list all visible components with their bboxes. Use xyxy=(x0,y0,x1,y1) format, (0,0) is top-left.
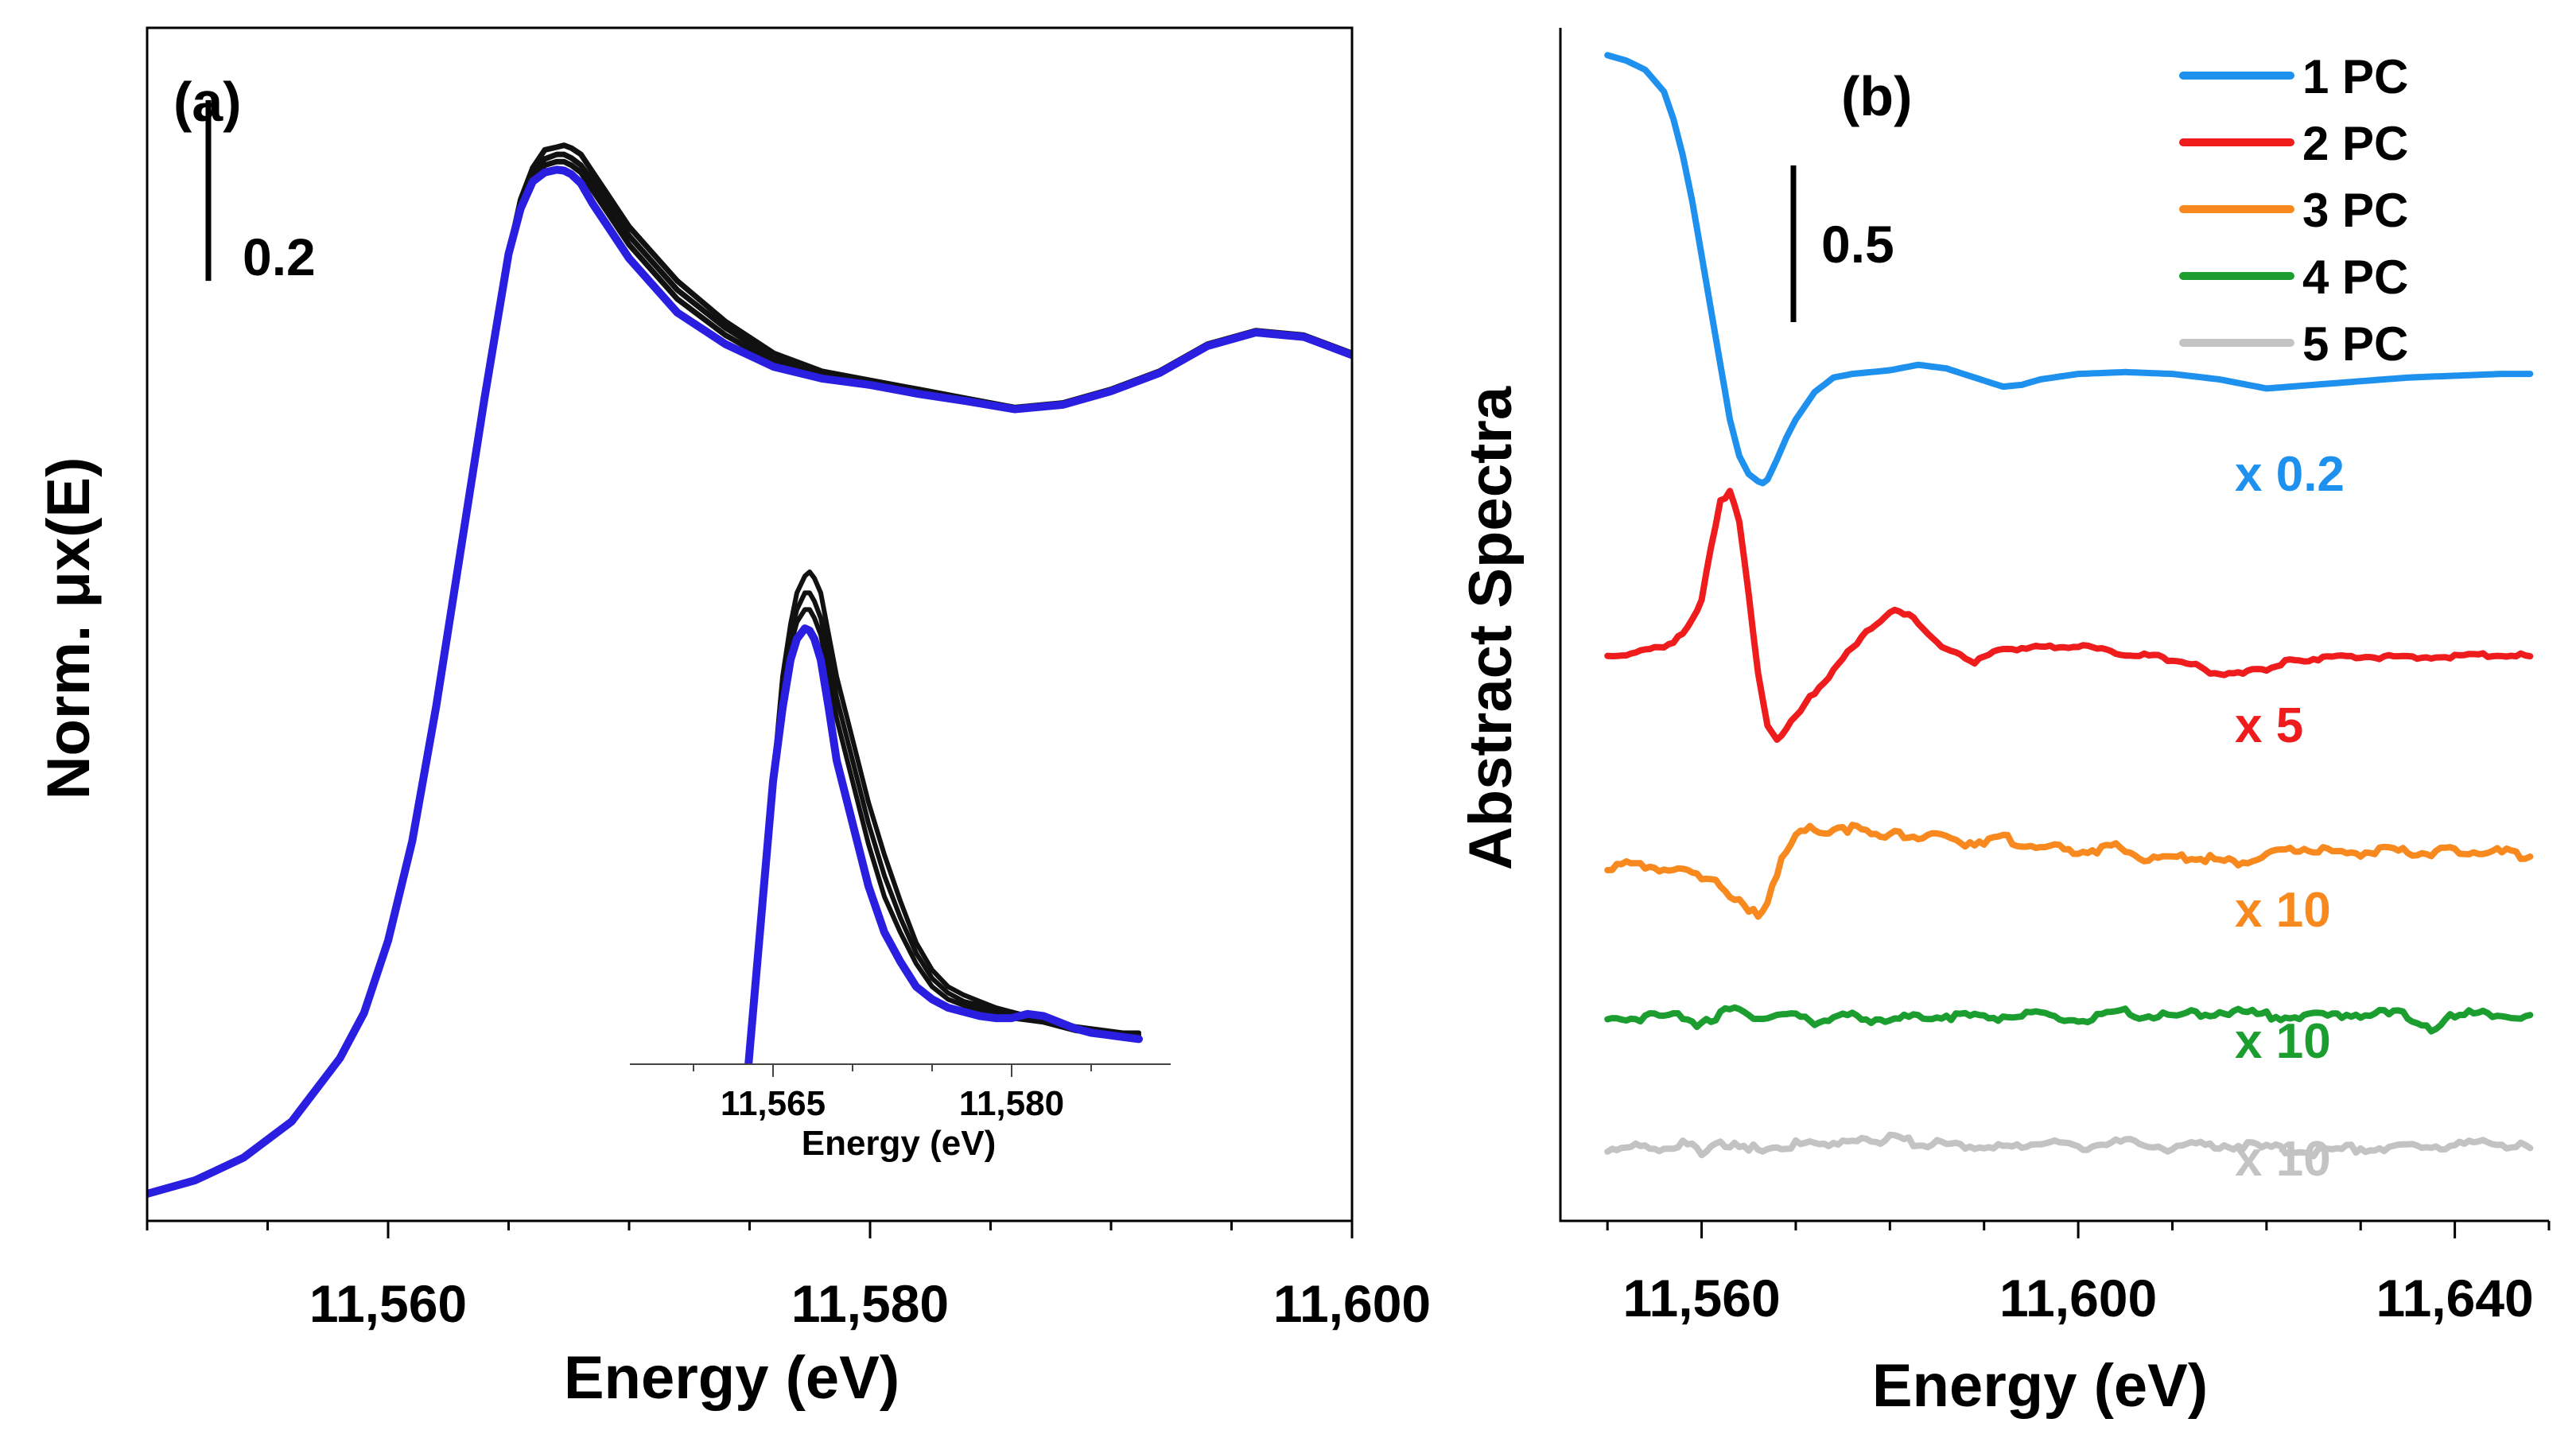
panel-b-series-3-pc xyxy=(1604,822,2534,920)
panel-b-lines xyxy=(1604,52,2534,1160)
panel-b-series-2-pc xyxy=(1604,488,2534,743)
inset-series-inset-1 xyxy=(746,569,1141,1064)
panel-b-x-tick-labels: 11,560 11,600 11,640 xyxy=(1622,1269,2533,1327)
panel-b-series-5-pc xyxy=(1604,1131,2534,1160)
scale-label-2: x 5 xyxy=(2235,698,2303,753)
scale-label-5: x 10 xyxy=(2235,1132,2331,1187)
scale-label-3: x 10 xyxy=(2235,883,2331,938)
scale-label-4: x 10 xyxy=(2235,1014,2331,1069)
inset-lines xyxy=(744,569,1143,1064)
panel-b-legend: 1 PC 2 PC 3 PC 4 PC 5 PC xyxy=(2179,50,2408,371)
panel-a-lines xyxy=(147,142,1352,1198)
panel-a-y-axis-label: Norm. μx(E) xyxy=(35,457,103,800)
scale-label-1: x 0.2 xyxy=(2235,447,2345,502)
panel-b-x-axis-label: Energy (eV) xyxy=(1872,1352,2208,1420)
panel-b: 11,560 11,600 11,640 0.5 (b) 1 PC 2 PC 3 PC 4… xyxy=(1457,28,2551,1420)
panel-a-x-tick-label: 11,560 xyxy=(309,1274,467,1333)
legend-label-3: 3 PC xyxy=(2302,184,2408,237)
panel-a-scale-bar-label: 0.2 xyxy=(243,227,316,286)
legend-label-5: 5 PC xyxy=(2302,317,2408,371)
panel-a-x-tick-label: 11,600 xyxy=(1273,1274,1431,1333)
panel-a-x-tick-labels: 11,560 11,580 11,600 xyxy=(309,1274,1431,1333)
inset-x-tick-label: 11,580 xyxy=(959,1084,1064,1123)
panel-b-scale-bar-label: 0.5 xyxy=(1821,215,1894,274)
panel-a-series-sample-blue xyxy=(147,165,1352,1198)
panel-a-x-axis-label: Energy (eV) xyxy=(564,1344,899,1412)
panel-b-series-4-pc xyxy=(1604,1004,2534,1035)
panel-b-y-axis-label: Abstract Spectra xyxy=(1457,386,1525,870)
inset-series-inset-blue xyxy=(744,624,1143,1064)
panel-b-x-tick-label: 11,600 xyxy=(1999,1269,2157,1327)
inset-x-ticks xyxy=(693,1064,1092,1077)
inset-x-tick-label: 11,565 xyxy=(721,1084,826,1123)
inset-x-tick-labels: 11,565 11,580 xyxy=(721,1084,1064,1123)
panel-a-x-tick-label: 11,580 xyxy=(791,1274,949,1333)
inset-x-axis-label: Energy (eV) xyxy=(802,1124,997,1163)
panel-a-x-ticks xyxy=(146,1221,1354,1238)
legend-label-4: 4 PC xyxy=(2302,251,2408,304)
panel-b-series-1-pc xyxy=(1604,52,2534,487)
legend-label-1: 1 PC xyxy=(2302,50,2408,103)
panel-a: 11,560 11,580 11,600 11,565 11,580 Energy (… xyxy=(35,26,1431,1412)
panel-b-x-tick-label: 11,640 xyxy=(2376,1269,2534,1327)
panel-b-x-ticks xyxy=(1606,1221,2551,1238)
panel-b-label: (b) xyxy=(1841,65,1912,127)
panel-a-label: (a) xyxy=(173,71,242,133)
panel-b-x-tick-label: 11,560 xyxy=(1622,1269,1780,1327)
panel-b-axes xyxy=(1559,28,2549,1222)
legend-label-2: 2 PC xyxy=(2302,117,2408,170)
panel-a-inset: 11,565 11,580 Energy (eV) xyxy=(630,569,1171,1163)
panel-b-scale-labels: x 0.2 x 5 x 10 x 10 x 10 xyxy=(2235,447,2345,1187)
